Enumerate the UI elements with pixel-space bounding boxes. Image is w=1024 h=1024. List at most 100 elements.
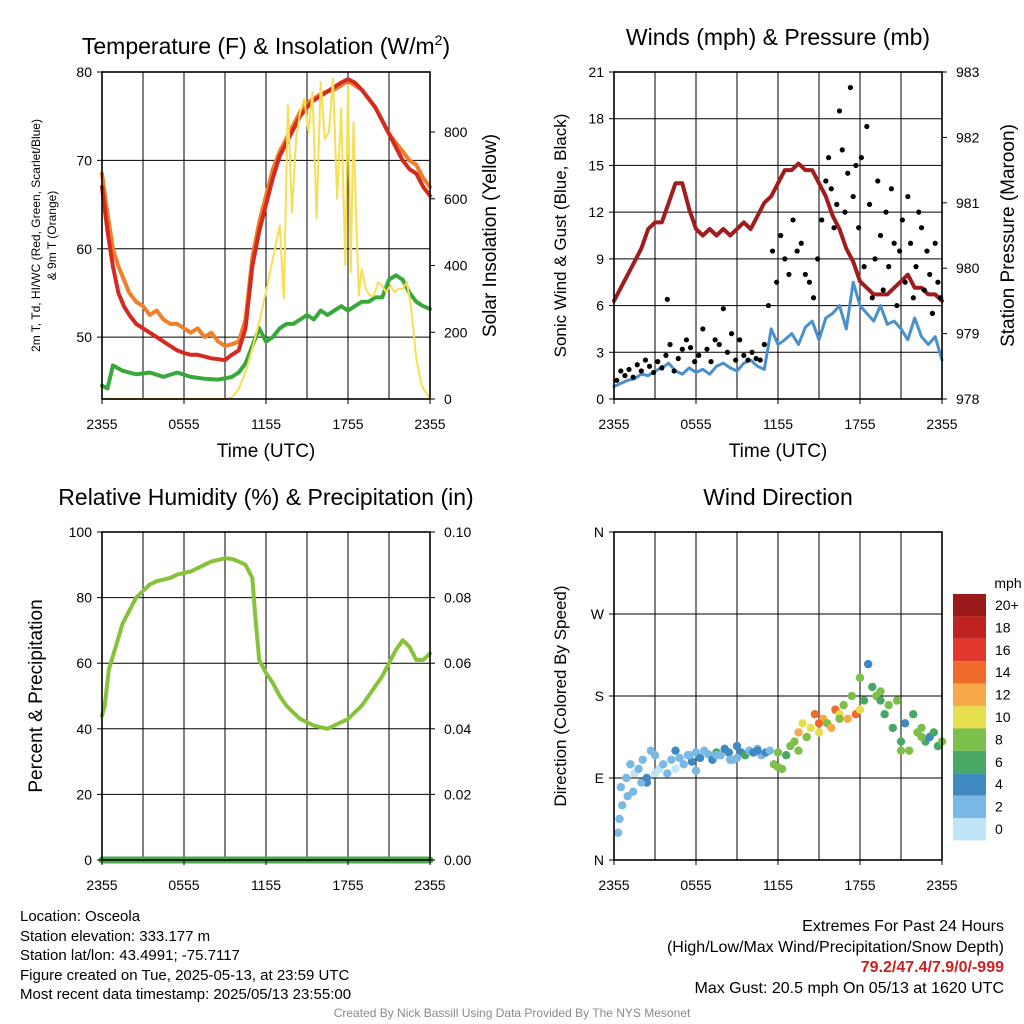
direction-point bbox=[628, 787, 638, 796]
y2-tick-label: 978 bbox=[956, 391, 980, 407]
gust-point bbox=[921, 287, 927, 293]
y2-axis-label: Station Pressure (Maroon) bbox=[998, 124, 1019, 347]
speed-legend: mph 20+ 18 16 14 12 10 8 6 4 2 0 bbox=[953, 575, 1022, 841]
y2-tick-label: 0.02 bbox=[444, 786, 471, 802]
x-tick-label: 2355 bbox=[414, 416, 445, 432]
chart-panel-4: Wind Direction 2355 0555 1155 1755 2355 N E S W N D… bbox=[551, 484, 1022, 893]
gust-point bbox=[932, 240, 938, 246]
y-tick-label: 15 bbox=[588, 157, 604, 173]
legend-label: 20+ bbox=[995, 597, 1019, 613]
y2-tick-label: 979 bbox=[956, 326, 980, 342]
gust-point bbox=[790, 217, 796, 223]
gust-point bbox=[720, 306, 726, 312]
gust-point bbox=[671, 368, 677, 374]
gust-point bbox=[663, 352, 669, 358]
extremes-panel: Extremes For Past 24 Hours (High/Low/Max… bbox=[667, 917, 1004, 999]
gust-point bbox=[918, 225, 925, 231]
direction-point bbox=[794, 746, 803, 755]
gust-point bbox=[638, 368, 644, 374]
direction-point bbox=[880, 710, 889, 719]
x-tick-label: 1155 bbox=[251, 877, 281, 893]
gust-point bbox=[823, 178, 829, 184]
y2-tick-label: 983 bbox=[956, 64, 980, 80]
y-tick-label: N bbox=[594, 852, 604, 868]
legend-label: 0 bbox=[995, 821, 1003, 837]
legend-swatch bbox=[953, 706, 986, 729]
gust-point bbox=[802, 271, 808, 278]
direction-point bbox=[712, 751, 721, 760]
gust-point bbox=[626, 366, 632, 373]
figure-created: Figure created on Tue, 2025-05-13, at 23… bbox=[20, 966, 350, 984]
chart-panel-2: Winds (mph) & Pressure (mb) 2355 0555 1155 1… bbox=[551, 24, 1019, 462]
x-tick-label: 0555 bbox=[168, 416, 199, 432]
gust-point bbox=[774, 279, 780, 285]
direction-point bbox=[642, 773, 651, 783]
direction-point bbox=[859, 696, 869, 705]
gust-point bbox=[692, 359, 698, 365]
chart-panel-1: Temperature (F) & Insolation (W/m2) 2355 0… bbox=[29, 32, 501, 462]
direction-point bbox=[618, 801, 627, 810]
y-axis-label-line2: & 9m T (Orange) bbox=[45, 191, 59, 281]
direction-point bbox=[638, 755, 647, 764]
legend-swatch bbox=[953, 661, 986, 684]
gust-point bbox=[910, 295, 916, 301]
direction-point bbox=[900, 719, 910, 728]
direction-point bbox=[843, 714, 852, 723]
gust-point bbox=[836, 108, 843, 114]
y2-axis-label: Solar Insolation (Yellow) bbox=[480, 134, 501, 337]
gust-point bbox=[716, 341, 722, 348]
x-tick-label: 2355 bbox=[598, 877, 629, 893]
credit-line: Created By Nick Bassill Using Data Provi… bbox=[333, 1006, 691, 1020]
gust-point bbox=[899, 217, 905, 223]
direction-point bbox=[659, 760, 668, 769]
y-tick-label: 100 bbox=[69, 524, 93, 540]
direction-point bbox=[839, 700, 848, 710]
direction-point bbox=[684, 751, 694, 760]
series-line-t2m bbox=[100, 77, 432, 363]
gust-point bbox=[825, 155, 832, 161]
direction-point bbox=[724, 748, 733, 757]
legend-label: 16 bbox=[995, 642, 1011, 658]
direction-point bbox=[695, 753, 705, 763]
gust-point bbox=[831, 225, 837, 231]
gust-point bbox=[913, 264, 919, 270]
gust-point bbox=[745, 357, 751, 363]
direction-point bbox=[888, 723, 897, 733]
y-tick-label: 70 bbox=[76, 152, 92, 168]
gust-point bbox=[886, 264, 892, 270]
direction-point bbox=[798, 719, 807, 728]
direction-point bbox=[626, 760, 635, 769]
y-tick-label: 50 bbox=[76, 329, 92, 345]
gust-point bbox=[687, 345, 694, 351]
legend-label: 8 bbox=[995, 731, 1003, 747]
legend-label: 2 bbox=[995, 799, 1003, 815]
x-tick-label: 2355 bbox=[86, 877, 117, 893]
direction-point bbox=[806, 723, 815, 733]
direction-point bbox=[810, 710, 820, 719]
gust-point bbox=[929, 310, 936, 316]
direction-point bbox=[929, 728, 938, 737]
station-location: Location: Osceola bbox=[20, 908, 141, 925]
gust-point bbox=[877, 232, 884, 239]
x-tick-label: 1155 bbox=[763, 416, 793, 432]
x-tick-label: 2355 bbox=[414, 877, 445, 893]
legend-swatch bbox=[953, 773, 986, 796]
y-tick-label: 0 bbox=[596, 391, 604, 407]
y-axis-label: 2m T, Td, HI/WC (Red, Green, Scarlet/Blu… bbox=[29, 119, 43, 352]
direction-point bbox=[835, 714, 844, 723]
y-tick-label: 80 bbox=[76, 64, 92, 80]
gust-point bbox=[778, 232, 784, 239]
chart-title: Winds (mph) & Pressure (mb) bbox=[626, 24, 930, 50]
direction-point bbox=[794, 728, 803, 737]
gust-point bbox=[815, 256, 821, 262]
legend-swatch bbox=[953, 818, 986, 841]
gust-point bbox=[664, 296, 670, 302]
direction-point bbox=[917, 732, 926, 742]
y-tick-label: E bbox=[595, 770, 604, 786]
gust-point bbox=[683, 337, 690, 343]
y-tick-label: 18 bbox=[588, 111, 604, 127]
gust-point bbox=[749, 349, 755, 355]
legend-swatch bbox=[953, 795, 986, 818]
y-tick-label: 0 bbox=[84, 852, 92, 868]
legend-swatch bbox=[953, 638, 986, 662]
